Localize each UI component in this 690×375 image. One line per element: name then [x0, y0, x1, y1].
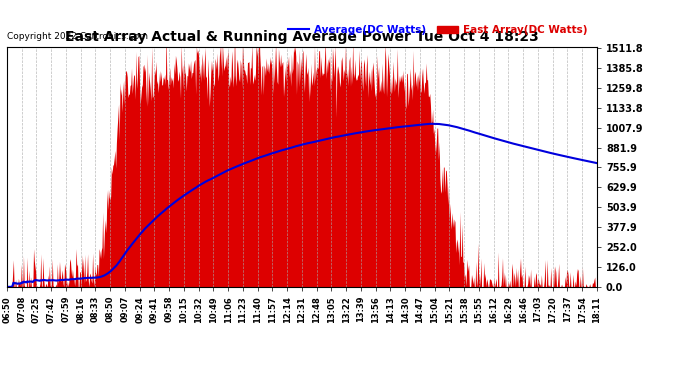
Title: East Array Actual & Running Average Power Tue Oct 4 18:23: East Array Actual & Running Average Powe…: [65, 30, 539, 44]
Legend: Average(DC Watts), East Array(DC Watts): Average(DC Watts), East Array(DC Watts): [284, 21, 591, 39]
Text: Copyright 2022 Cartronics.com: Copyright 2022 Cartronics.com: [7, 32, 148, 41]
